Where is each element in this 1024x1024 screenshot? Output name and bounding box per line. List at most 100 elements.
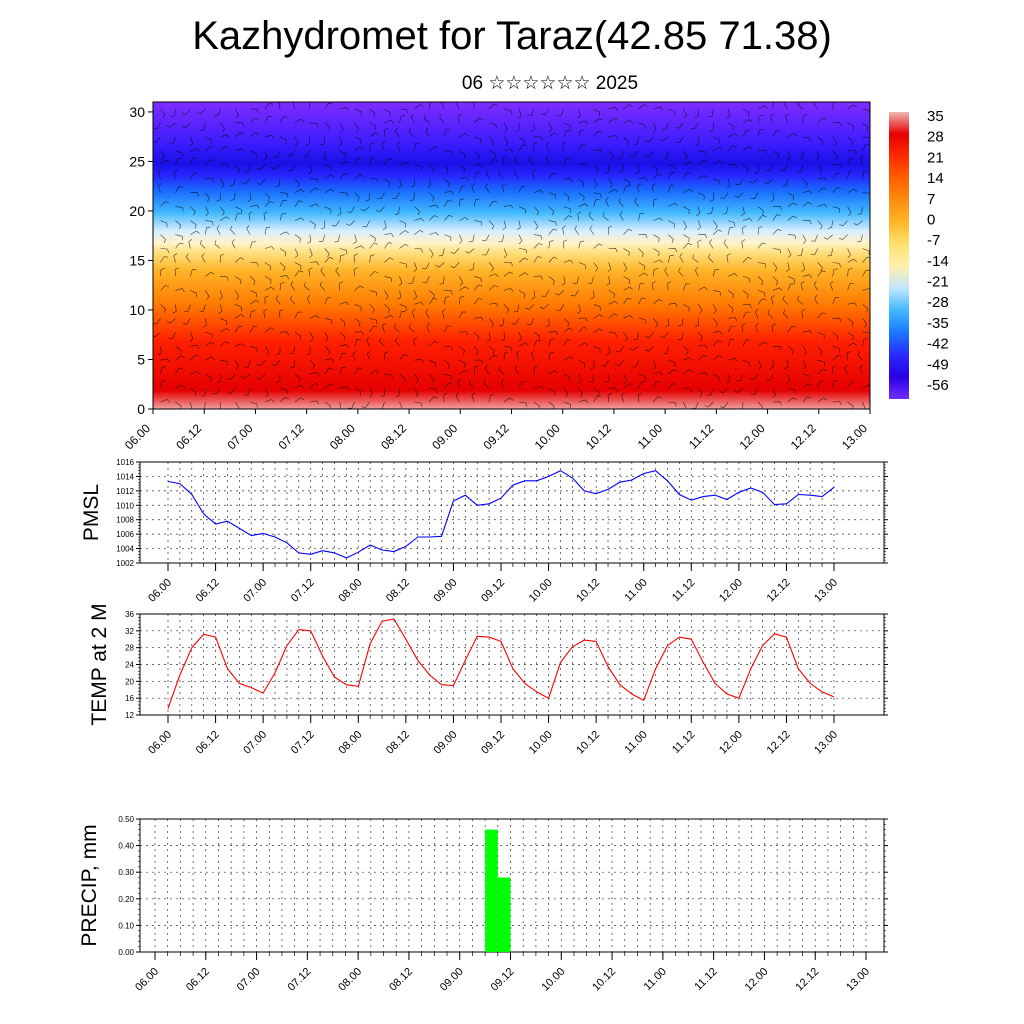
x-tick-label: 08.12 — [387, 966, 415, 994]
y-tick-label: 0.20 — [118, 895, 134, 904]
y-tick-label: 0.00 — [118, 948, 134, 957]
y-tick-label: 0 — [137, 401, 145, 417]
x-tick-label: 06.12 — [173, 421, 204, 452]
colorbar-label: 0 — [927, 211, 935, 228]
x-tick-label: 12.12 — [765, 577, 793, 605]
x-tick-label: 09.00 — [438, 966, 466, 994]
x-tick-label: 10.12 — [574, 577, 602, 605]
colorbar-label: -14 — [927, 253, 949, 270]
y-tick-label: 25 — [129, 153, 145, 169]
x-tick-label: 09.12 — [489, 966, 517, 994]
x-tick-label: 07.00 — [241, 729, 269, 757]
y-tick-label: 1004 — [116, 545, 134, 554]
precip-panel-frame — [139, 818, 885, 953]
x-tick-label: 11.00 — [622, 729, 649, 756]
x-tick-label: 11.12 — [692, 966, 719, 993]
x-tick-label: 11.12 — [670, 577, 697, 604]
y-tick-label: 10 — [129, 302, 145, 318]
colorbar-label: -28 — [927, 294, 949, 311]
y-tick-label: 32 — [125, 627, 134, 636]
colorbar-label: -56 — [927, 377, 949, 394]
x-tick-label: 12.12 — [793, 966, 821, 994]
x-tick-label: 09.00 — [429, 421, 460, 452]
x-tick-label: 13.00 — [839, 421, 870, 452]
figure-subtitle: 06 ☆☆☆☆☆☆ 2025 — [461, 73, 639, 94]
y-tick-label: 28 — [125, 644, 134, 653]
pmsl-panel-series-line — [167, 470, 835, 559]
x-tick-label: 07.12 — [286, 966, 314, 994]
y-tick-label: 1010 — [116, 501, 134, 510]
y-tick-label: 1006 — [116, 530, 134, 539]
y-tick-label: 5 — [137, 351, 145, 367]
colorbar-label: 28 — [927, 129, 944, 146]
colorbar-label: 21 — [927, 149, 944, 166]
x-tick-label: 13.00 — [812, 729, 840, 757]
y-axis-label: TEMP at 2 M — [88, 603, 111, 725]
precip-bar — [485, 829, 498, 952]
x-tick-label: 10.00 — [527, 577, 555, 605]
x-tick-label: 12.00 — [717, 577, 745, 605]
colorbar-label: -49 — [927, 356, 949, 373]
x-tick-label: 07.12 — [276, 421, 307, 452]
y-tick-label: 24 — [125, 661, 134, 670]
x-tick-label: 06.00 — [133, 966, 161, 994]
x-tick-label: 09.12 — [479, 577, 507, 605]
x-tick-label: 06.12 — [194, 577, 222, 605]
y-tick-label: 12 — [125, 711, 134, 720]
colorbar-label: -35 — [927, 315, 949, 332]
x-tick-label: 09.12 — [479, 729, 507, 757]
x-tick-label: 07.12 — [289, 729, 317, 757]
x-tick-label: 09.00 — [432, 577, 460, 605]
x-tick-label: 12.00 — [743, 966, 771, 994]
pmsl-panel-frame — [139, 461, 885, 564]
y-axis-label: PMSL — [80, 484, 103, 541]
x-tick-label: 07.00 — [241, 577, 269, 605]
x-tick-label: 08.12 — [378, 421, 409, 452]
x-tick-label: 06.00 — [122, 421, 153, 452]
y-tick-label: 20 — [125, 677, 134, 686]
x-tick-label: 08.12 — [384, 729, 412, 757]
x-tick-label: 08.00 — [336, 577, 364, 605]
x-tick-label: 06.00 — [146, 577, 174, 605]
x-tick-label: 10.00 — [539, 966, 567, 994]
x-tick-label: 10.12 — [574, 729, 602, 757]
x-tick-label: 11.00 — [635, 421, 666, 452]
x-tick-label: 10.00 — [532, 421, 563, 452]
x-tick-label: 09.12 — [480, 421, 511, 452]
colorbar-label: -42 — [927, 336, 949, 353]
heatmap-field — [153, 102, 870, 409]
x-tick-label: 07.00 — [235, 966, 263, 994]
x-tick-label: 06.12 — [184, 966, 212, 994]
x-tick-label: 13.00 — [812, 577, 840, 605]
x-tick-label: 08.00 — [336, 966, 364, 994]
wind-barb-path — [153, 102, 870, 409]
x-tick-label: 08.00 — [336, 729, 364, 757]
colorbar-label: 7 — [927, 191, 935, 208]
y-axis-label: PRECIP, mm — [78, 824, 101, 946]
y-tick-label: 16 — [125, 694, 134, 703]
x-tick-label: 12.00 — [737, 421, 768, 452]
wind-barbs — [153, 102, 870, 409]
colorbar-label: 35 — [927, 108, 944, 125]
y-tick-label: 15 — [129, 252, 145, 268]
x-tick-label: 07.12 — [289, 577, 317, 605]
x-tick-label: 11.12 — [670, 729, 697, 756]
y-tick-label: 1014 — [116, 472, 134, 481]
x-tick-label: 12.12 — [765, 729, 793, 757]
x-tick-label: 10.00 — [527, 729, 555, 757]
x-tick-label: 06.00 — [146, 729, 174, 757]
x-tick-label: 12.00 — [717, 729, 745, 757]
y-tick-label: 0.30 — [118, 868, 134, 877]
x-tick-label: 11.00 — [622, 577, 649, 604]
x-tick-label: 10.12 — [590, 966, 618, 994]
y-tick-label: 36 — [125, 610, 134, 619]
y-tick-label: 1002 — [116, 559, 134, 568]
y-tick-label: 0.10 — [118, 921, 134, 930]
x-tick-label: 10.12 — [583, 421, 614, 452]
y-tick-label: 20 — [129, 203, 145, 219]
x-tick-label: 07.00 — [224, 421, 255, 452]
pmsl-panel-grid — [140, 461, 884, 564]
x-tick-label: 13.00 — [844, 966, 872, 994]
colorbar-label: -7 — [927, 232, 940, 249]
